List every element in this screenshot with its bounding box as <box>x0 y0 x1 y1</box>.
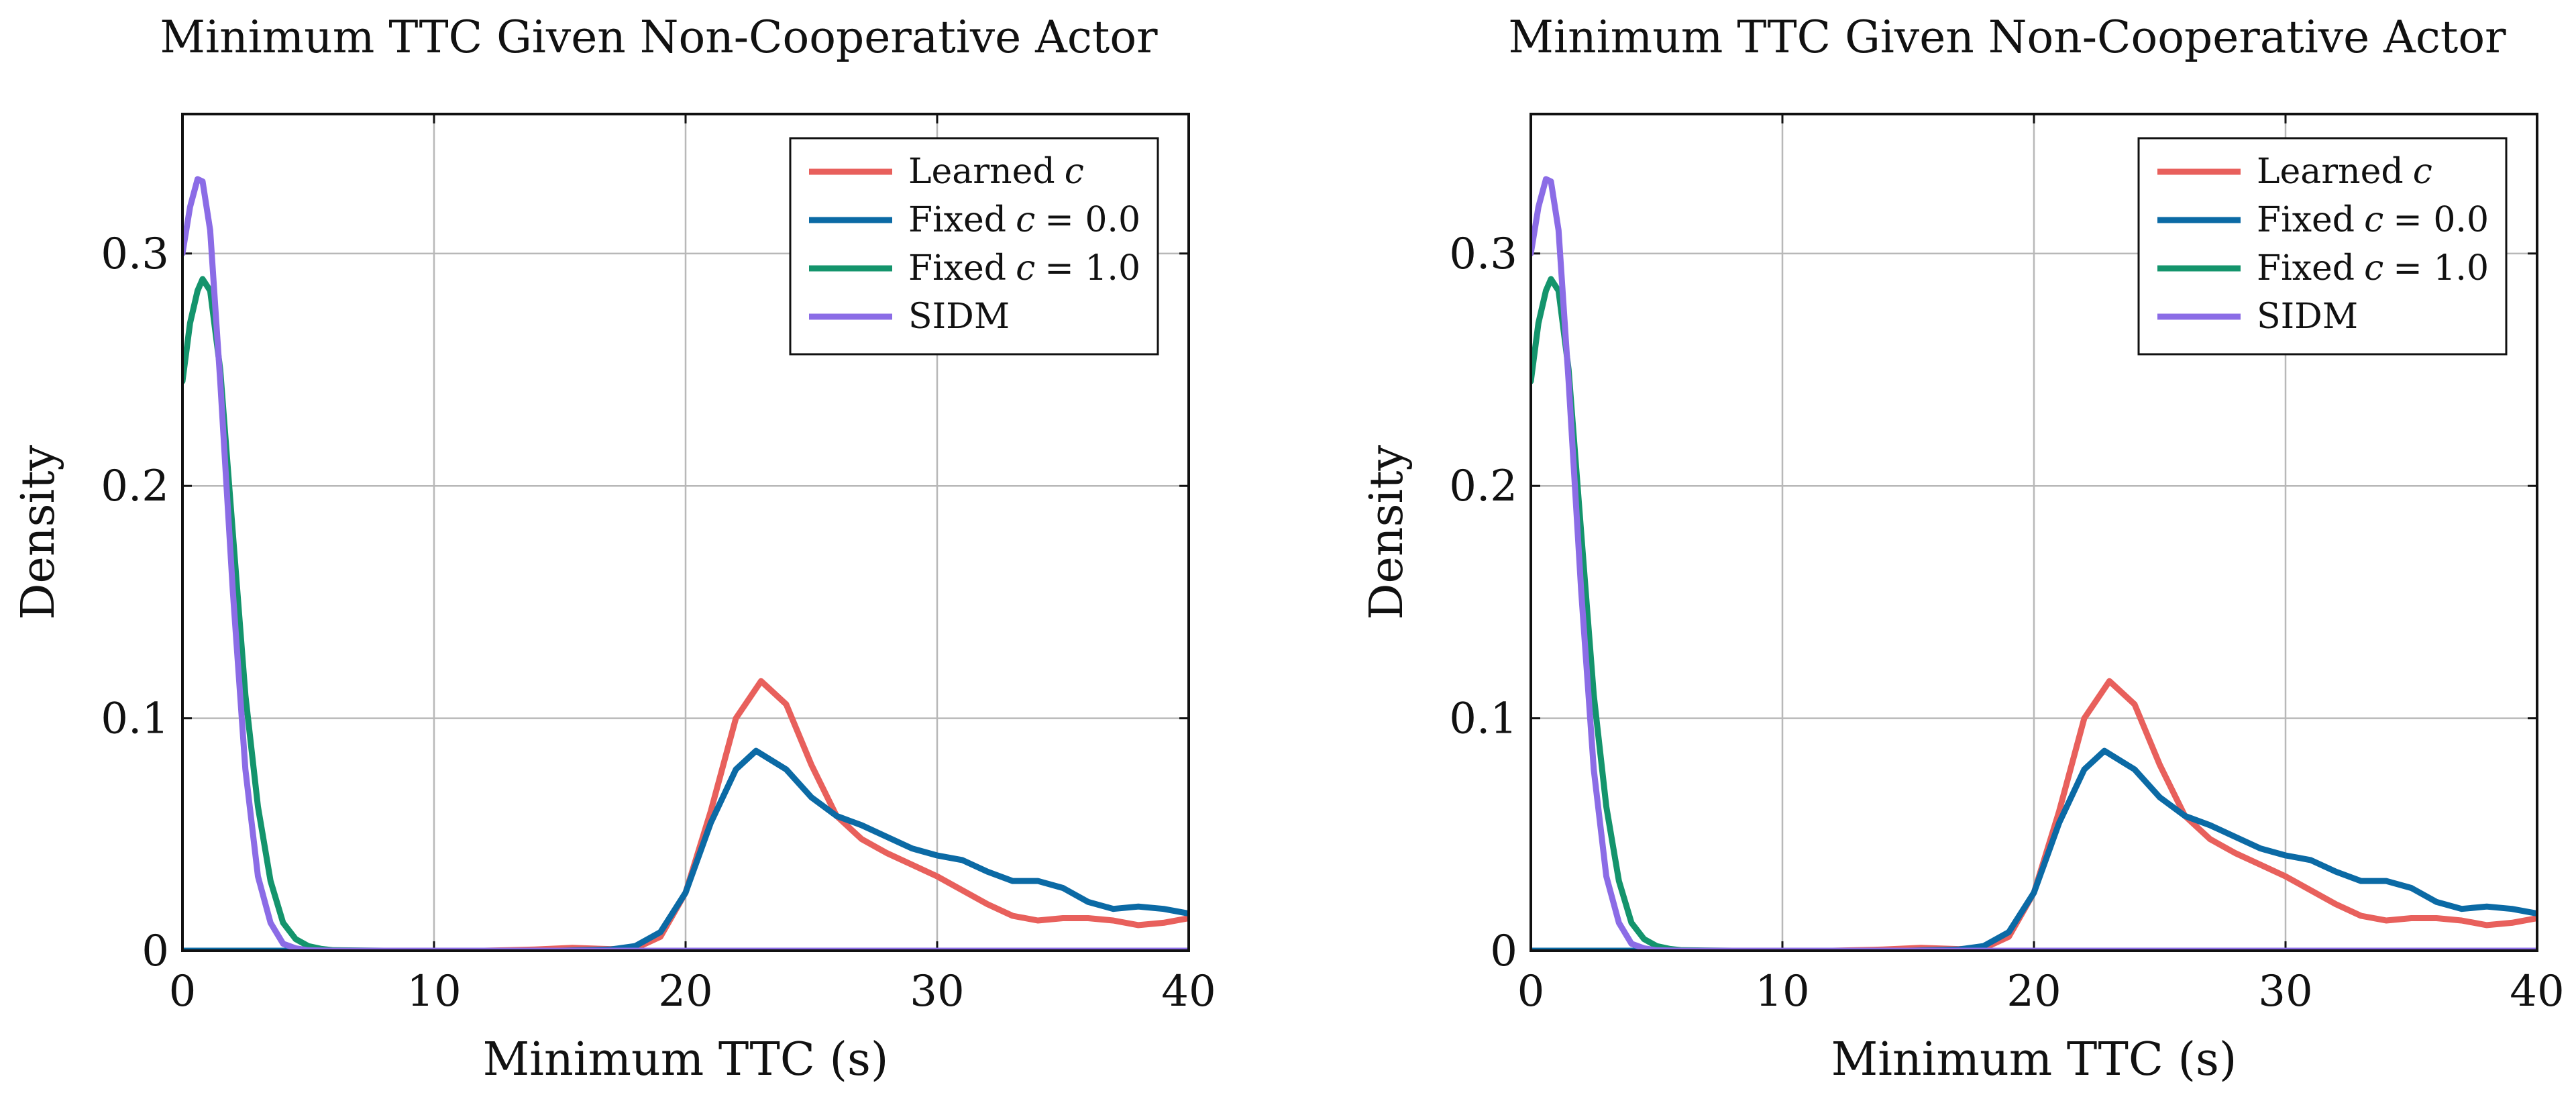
legend-label-1: Fixed c = 0.0 <box>2257 200 2489 240</box>
x-tick-label: 10 <box>407 967 461 1016</box>
x-tick-label: 30 <box>910 967 964 1016</box>
y-axis-label: Density <box>1360 444 1413 620</box>
y-tick-label: 0.2 <box>101 462 169 511</box>
legend-label-1: Fixed c = 0.0 <box>908 200 1140 240</box>
legend-label-0: Learned c <box>908 152 1084 192</box>
x-tick-label: 40 <box>2510 967 2564 1016</box>
chart-panel-right: 0 10 20 30 40 0 0.1 0.2 0.3 Minimum TTC Given Non… <box>1348 0 2576 1103</box>
x-tick-label: 40 <box>1161 967 1216 1016</box>
legend-label-0: Learned c <box>2257 152 2432 192</box>
legend: Learned c Fixed c = 0.0 Fixed c = 1.0 SIDM <box>789 137 1159 356</box>
y-tick-label: 0.1 <box>101 694 169 744</box>
plot-frame <box>1529 113 2538 952</box>
legend: Learned c Fixed c = 0.0 Fixed c = 1.0 SIDM <box>2137 137 2508 356</box>
plot-frame <box>181 113 1190 952</box>
y-tick-label: 0.3 <box>101 229 169 279</box>
density-chart-left: 0 10 20 30 40 0 0.1 0.2 0.3 Minimum TTC Given Non… <box>12 11 1216 1086</box>
y-tick-label: 0.3 <box>1449 229 1517 279</box>
x-tick-label: 0 <box>1517 967 1545 1016</box>
series-group <box>182 176 1189 951</box>
series-line-1 <box>182 747 1189 951</box>
y-tick-label: 0 <box>142 927 169 976</box>
y-tick-label: 0 <box>1490 927 1517 976</box>
x-tick-label: 20 <box>2006 967 2061 1016</box>
series-line-1 <box>1531 747 2537 951</box>
y-tick-label: 0.2 <box>1449 462 1517 511</box>
y-axis-label: Density <box>12 444 65 620</box>
legend-label-2: Fixed c = 1.0 <box>908 248 1140 288</box>
legend-label-3: SIDM <box>908 297 1010 337</box>
x-tick-label: 0 <box>169 967 197 1016</box>
legend-label-2: Fixed c = 1.0 <box>2257 248 2489 288</box>
y-tick-label: 0.1 <box>1449 694 1517 744</box>
chart-title: Minimum TTC Given Non-Cooperative Actor <box>160 11 1158 63</box>
x-axis-label: Minimum TTC (s) <box>1831 1033 2237 1086</box>
x-axis-label: Minimum TTC (s) <box>483 1033 889 1086</box>
x-tick-label: 20 <box>658 967 712 1016</box>
density-chart-right: 0 10 20 30 40 0 0.1 0.2 0.3 Minimum TTC Given Non… <box>1360 11 2565 1086</box>
x-tick-label: 10 <box>1755 967 1809 1016</box>
x-tick-label: 30 <box>2258 967 2312 1016</box>
chart-title: Minimum TTC Given Non-Cooperative Actor <box>1508 11 2506 63</box>
chart-panel-left: 0 10 20 30 40 0 0.1 0.2 0.3 Minimum TTC Given Non… <box>12 11 1216 1086</box>
legend-label-3: SIDM <box>2257 297 2358 337</box>
